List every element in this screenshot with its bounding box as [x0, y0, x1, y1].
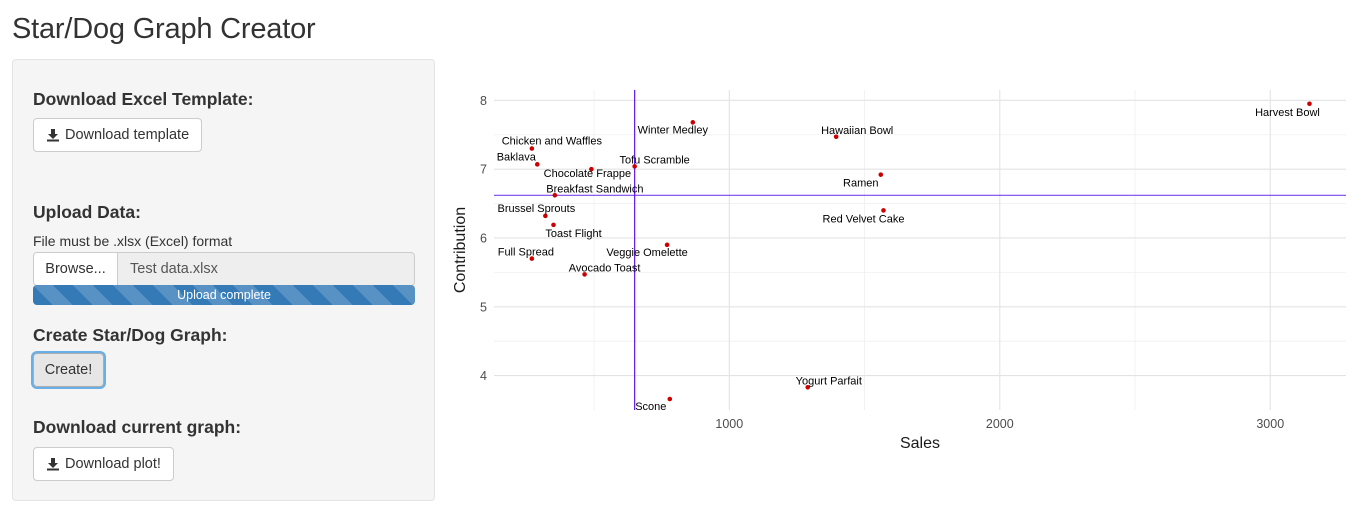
scatter-plot: 1000 2000 3000 4 5 6 7 8 Sales Contribution Harves… — [452, 90, 1346, 452]
download-plot-label: Download plot! — [65, 456, 161, 472]
data-point — [881, 208, 886, 213]
data-point — [690, 120, 696, 125]
point-label: Tofu Scramble — [619, 154, 689, 166]
data-point — [582, 272, 587, 277]
data-point — [664, 242, 670, 248]
point-label: Ramen — [843, 178, 878, 190]
data-point — [632, 164, 637, 169]
upload-data-heading: Upload Data: — [33, 202, 141, 222]
y-axis-title: Contribution — [452, 207, 469, 293]
download-template-button[interactable]: Download template — [33, 118, 203, 152]
download-template-heading: Download Excel Template: — [33, 89, 254, 109]
y-tick-label: 8 — [480, 94, 487, 108]
download-plot-button[interactable]: Download plot! — [33, 447, 174, 481]
download-icon — [47, 129, 59, 142]
point-label: Red Velvet Cake — [823, 213, 905, 225]
point-label: Avocado Toast — [569, 262, 641, 274]
point-label: Chicken and Waffles — [502, 135, 603, 147]
data-point — [552, 192, 558, 198]
point-label: Yogurt Parfait — [796, 375, 862, 387]
point-label: Veggie Omelette — [606, 247, 687, 259]
data-point — [667, 396, 673, 402]
data-point — [1307, 101, 1312, 107]
download-graph-heading: Download current graph: — [33, 417, 242, 437]
sidebar-panel: Download Excel Template: Download templa… — [12, 59, 435, 501]
x-tick-label: 2000 — [986, 417, 1014, 431]
page-title: Star/Dog Graph Creator — [12, 13, 316, 45]
data-point — [543, 213, 548, 219]
point-label: Brussel Sprouts — [498, 203, 576, 215]
point-label: Chocolate Frappe — [544, 168, 631, 180]
data-point — [878, 172, 884, 177]
x-axis-title: Sales — [900, 435, 940, 452]
file-input-group: Browse... Test data.xlsx — [33, 252, 415, 286]
upload-help-text: File must be .xlsx (Excel) format — [33, 233, 233, 249]
point-label: Scone — [635, 401, 666, 413]
data-point — [833, 134, 839, 140]
point-label: Hawaiian Bowl — [821, 125, 893, 137]
data-point — [534, 162, 540, 167]
point-label: Toast Flight — [545, 228, 601, 240]
point-label: Breakfast Sandwich — [546, 183, 643, 195]
upload-progress-label: Upload complete — [177, 288, 271, 302]
create-button[interactable]: Create! — [33, 353, 104, 387]
data-point — [805, 384, 811, 390]
data-point — [589, 166, 594, 172]
create-graph-heading: Create Star/Dog Graph: — [33, 325, 228, 345]
point-label: Full Spread — [498, 247, 554, 259]
y-tick-label: 7 — [480, 163, 487, 177]
download-template-label: Download template — [65, 127, 190, 143]
upload-progress-bar: Upload complete — [33, 285, 415, 305]
y-tick-label: 4 — [480, 369, 487, 383]
file-name-field: Test data.xlsx — [118, 252, 415, 286]
point-label: Harvest Bowl — [1255, 107, 1320, 119]
y-tick-label: 5 — [480, 300, 487, 314]
data-point — [529, 256, 535, 261]
y-tick-label: 6 — [480, 231, 487, 245]
x-tick-label: 3000 — [1256, 417, 1284, 431]
data-point — [529, 146, 535, 151]
data-point — [551, 222, 556, 228]
x-tick-label: 1000 — [715, 417, 743, 431]
star-dog-chart: 1000 2000 3000 4 5 6 7 8 Sales Contribution Harves… — [445, 85, 1350, 465]
point-label: Winter Medley — [638, 124, 709, 136]
browse-button[interactable]: Browse... — [33, 252, 118, 286]
point-label: Baklava — [497, 151, 537, 163]
download-icon — [47, 458, 59, 471]
